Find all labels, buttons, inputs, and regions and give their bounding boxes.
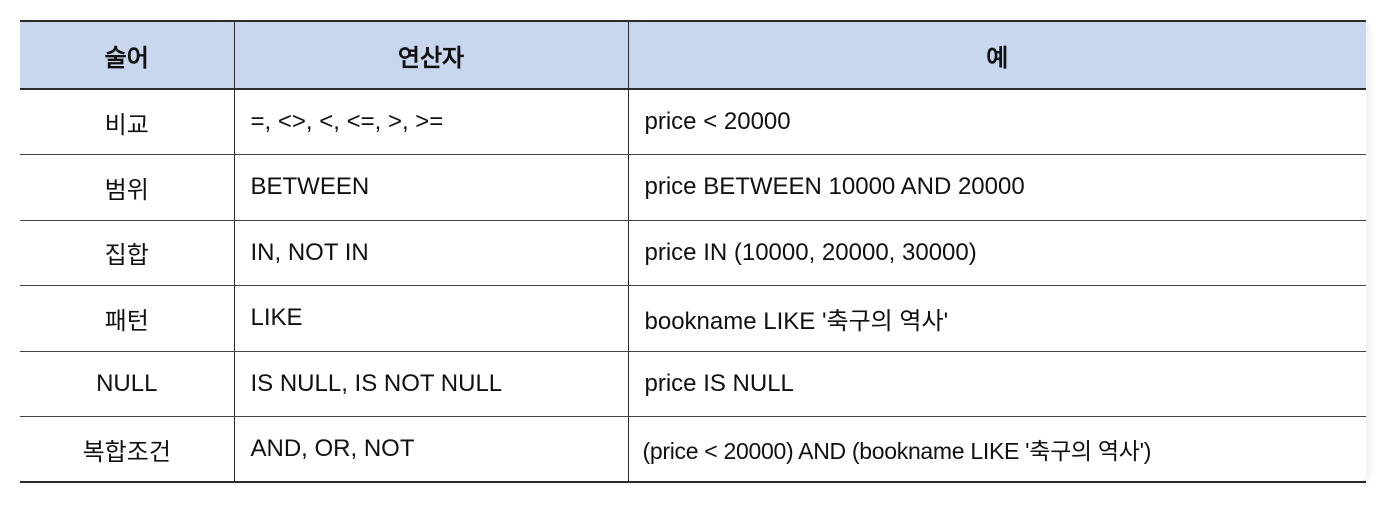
operator-cell: IS NULL, IS NOT NULL [233,351,628,417]
table-row: NULL IS NULL, IS NOT NULL price IS NULL [20,351,1366,417]
header-operator: 연산자 [233,20,628,90]
example-cell: price IN (10000, 20000, 30000) [627,220,1366,286]
table-row: 복합조건 AND, OR, NOT (price < 20000) AND (b… [20,416,1366,483]
sql-predicate-table: 술어 연산자 예 비교 =, <>, <, <=, >, >= price < … [20,20,1366,483]
table-row: 비교 =, <>, <, <=, >, >= price < 20000 [20,89,1366,155]
table-row: 패턴 LIKE bookname LIKE '축구의 역사' [20,285,1366,352]
operator-cell: IN, NOT IN [233,220,628,286]
table-body: 비교 =, <>, <, <=, >, >= price < 20000 범위 … [20,89,1366,483]
predicate-cell: 복합조건 [20,416,234,483]
table-row: 범위 BETWEEN price BETWEEN 10000 AND 20000 [20,154,1366,221]
example-cell: price < 20000 [627,89,1366,155]
predicate-cell: 비교 [20,89,234,155]
header-predicate: 술어 [20,20,234,90]
example-cell: bookname LIKE '축구의 역사' [627,285,1366,352]
predicate-table: 술어 연산자 예 비교 =, <>, <, <=, >, >= price < … [20,20,1366,483]
operator-cell: BETWEEN [233,154,628,221]
operator-cell: AND, OR, NOT [233,416,628,483]
operator-cell: LIKE [233,285,628,352]
example-cell: price BETWEEN 10000 AND 20000 [627,154,1366,221]
example-cell: price IS NULL [627,351,1366,417]
predicate-cell: 범위 [20,154,234,221]
header-row: 술어 연산자 예 [20,20,1366,90]
example-cell: (price < 20000) AND (bookname LIKE '축구의 … [627,416,1366,483]
predicate-cell: 패턴 [20,285,234,352]
header-example: 예 [627,20,1366,90]
table-row: 집합 IN, NOT IN price IN (10000, 20000, 30… [20,220,1366,286]
table-header: 술어 연산자 예 [20,20,1366,90]
predicate-cell: 집합 [20,220,234,286]
operator-cell: =, <>, <, <=, >, >= [233,89,628,155]
predicate-cell: NULL [20,351,234,417]
